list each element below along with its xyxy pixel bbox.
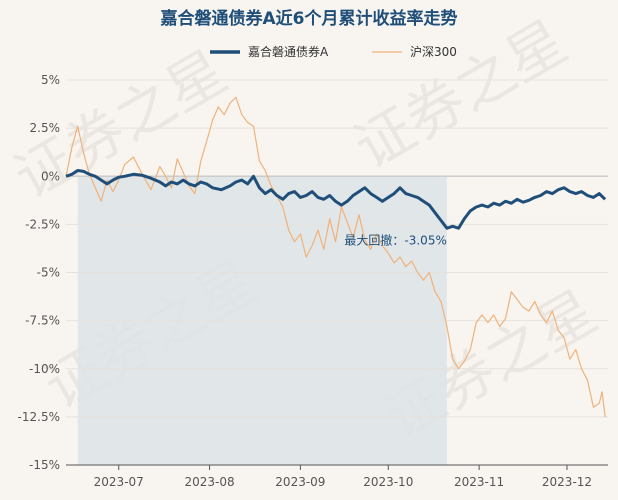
legend-label: 嘉合磐通债券A [248, 44, 329, 59]
y-tick-label: 2.5% [30, 121, 61, 135]
y-tick-label: 5% [41, 73, 60, 87]
legend-label: 沪深300 [410, 45, 457, 59]
y-tick-label: -12.5% [18, 410, 60, 424]
chart-title: 嘉合磐通债券A近6个月累计收益率走势 [160, 8, 458, 29]
y-tick-label: -2.5% [25, 217, 60, 231]
max-drawdown-label: 最大回撤：-3.05% [344, 232, 446, 247]
series-line-1 [65, 96, 606, 417]
x-tick-label: 2023-11 [454, 475, 504, 489]
y-tick-label: -10% [29, 362, 60, 376]
x-tick-label: 2023-12 [542, 475, 592, 489]
series-line-0 [65, 169, 607, 230]
x-tick-label: 2023-07 [94, 475, 144, 489]
grid [66, 79, 608, 466]
y-tick-label: -5% [37, 266, 60, 280]
legend: 嘉合磐通债券A 沪深300 [210, 44, 457, 59]
x-axis: 2023-07 2023-08 2023-09 2023-10 2023-11 2023-… [66, 464, 608, 489]
y-tick-label: -15% [29, 458, 60, 472]
y-axis: 5% 2.5% 0% -2.5% -5% -7.5% -10% -12.5% -15% [18, 73, 60, 472]
x-tick-label: 2023-09 [275, 475, 325, 489]
y-tick-label: 0% [41, 169, 60, 183]
series-lines [65, 96, 607, 417]
y-tick-label: -7.5% [25, 314, 60, 328]
x-tick-label: 2023-10 [363, 475, 413, 489]
watermark-text: 证券之星 [343, 7, 578, 182]
x-tick-label: 2023-08 [184, 475, 234, 489]
